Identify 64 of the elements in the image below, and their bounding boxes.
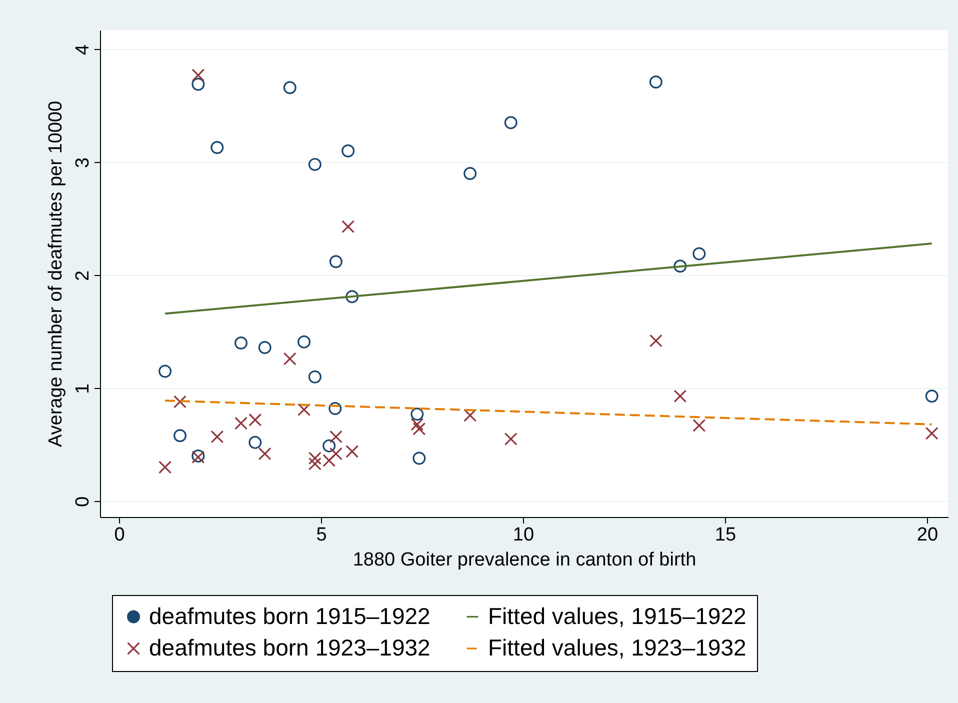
x-axis-title: 1880 Goiter prevalence in canton of birth	[352, 550, 696, 570]
point	[692, 418, 706, 432]
point	[328, 402, 342, 416]
point	[308, 370, 322, 384]
point	[192, 68, 205, 82]
point	[158, 364, 172, 378]
point	[258, 447, 272, 460]
point	[504, 116, 518, 130]
point	[410, 408, 424, 421]
point	[410, 418, 424, 431]
point	[464, 167, 477, 180]
point	[322, 439, 336, 452]
point	[692, 247, 706, 260]
legend-label: Fitted values, 1923–1932	[488, 634, 746, 660]
point	[412, 452, 426, 465]
point	[346, 444, 359, 458]
point	[308, 452, 322, 465]
point	[308, 158, 322, 171]
point	[329, 255, 342, 268]
point	[248, 413, 262, 426]
y-tick-label: 2	[72, 270, 94, 281]
point	[674, 390, 687, 403]
point	[258, 341, 272, 354]
y-tick-label: 3	[72, 157, 94, 168]
y-tick-label: 1	[72, 383, 94, 394]
point	[248, 436, 262, 449]
point	[342, 220, 355, 234]
point	[322, 454, 336, 468]
legend-label: deafmutes born 1923–1932	[149, 634, 430, 660]
point	[674, 260, 687, 273]
point	[158, 460, 172, 474]
point	[649, 334, 662, 348]
point	[925, 390, 938, 403]
point	[412, 422, 426, 436]
point	[504, 432, 518, 446]
point	[342, 144, 355, 158]
y-axis-title: Average number of deafmutes per 10000	[46, 100, 66, 448]
x-tick-label: 15	[714, 524, 736, 546]
point	[173, 395, 186, 408]
point	[298, 335, 311, 348]
point	[329, 447, 342, 460]
point	[210, 141, 224, 154]
point	[298, 403, 311, 416]
legend-label: Fitted values, 1915–1922	[488, 602, 746, 629]
point	[308, 457, 322, 470]
point	[192, 78, 205, 91]
y-tick-label: 0	[72, 496, 94, 507]
y-tick-label: 4	[72, 44, 94, 55]
x-tick-label: 10	[512, 524, 534, 546]
point	[346, 290, 359, 304]
x-tick-label: 20	[916, 524, 938, 546]
point	[283, 352, 296, 366]
point	[925, 426, 938, 440]
point	[649, 75, 662, 88]
point	[329, 430, 342, 444]
point	[173, 429, 186, 442]
x-tick-label: 0	[114, 524, 125, 546]
point	[234, 336, 248, 350]
point	[283, 81, 296, 94]
point	[210, 430, 224, 444]
x-tick-label: 5	[316, 524, 327, 546]
point	[464, 408, 477, 422]
legend-label: deafmutes born 1915–1922	[149, 602, 430, 629]
point	[234, 416, 248, 430]
